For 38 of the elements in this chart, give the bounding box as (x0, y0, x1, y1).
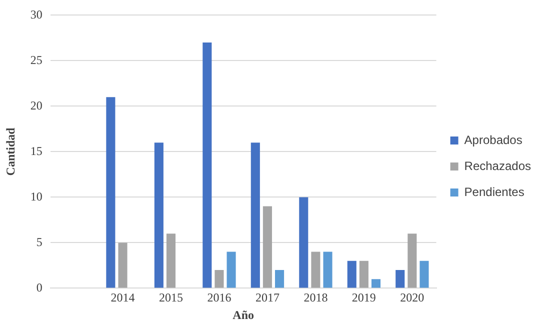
bar (118, 242, 128, 288)
x-axis-title: Año (232, 308, 254, 322)
x-tick-label: 2018 (304, 290, 328, 305)
y-tick-label: 10 (30, 189, 42, 204)
bar (420, 260, 429, 288)
bar (408, 234, 417, 288)
bar (214, 270, 224, 288)
x-tick-label: 2020 (400, 290, 424, 305)
bar (106, 97, 116, 288)
bar (371, 279, 381, 288)
bar (299, 197, 308, 288)
legend-label: Aprobados (464, 132, 522, 147)
y-tick-label: 0 (36, 280, 42, 294)
bar (226, 252, 236, 288)
bar (262, 206, 272, 288)
bar (323, 252, 332, 288)
y-tick-label: 30 (30, 7, 42, 22)
bar (359, 260, 368, 288)
y-tick-label: 20 (30, 98, 42, 112)
x-tick-label: 2014 (110, 290, 135, 305)
bar (275, 270, 284, 288)
bar (154, 142, 164, 288)
bar (396, 270, 405, 288)
y-tick-label: 15 (30, 144, 42, 158)
x-tick-label: 2017 (255, 290, 280, 305)
y-tick-label: 25 (30, 52, 42, 67)
bar (202, 42, 212, 288)
bar (311, 252, 320, 288)
x-tick-label: 2015 (158, 290, 183, 305)
legend-label: Rechazados (464, 158, 532, 173)
y-axis-title: Cantidad (3, 127, 18, 176)
x-tick-label: 2019 (352, 290, 376, 305)
bar (166, 234, 176, 288)
x-tick-label: 2016 (207, 290, 232, 305)
bar (250, 142, 260, 288)
legend-label: Pendientes (464, 184, 524, 199)
bar (347, 260, 356, 288)
y-tick-label: 5 (36, 234, 42, 249)
